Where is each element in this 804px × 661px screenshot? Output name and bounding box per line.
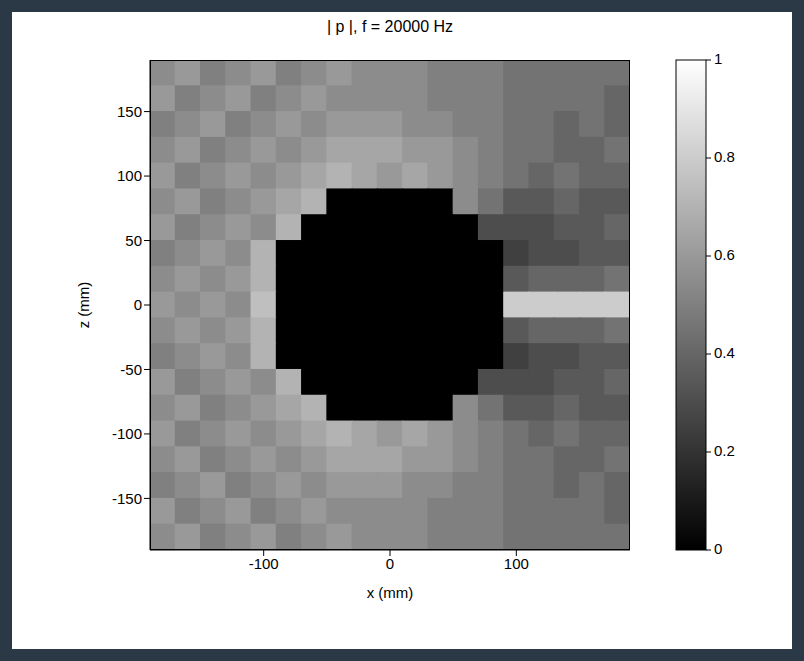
svg-text:0.4: 0.4 <box>714 344 735 361</box>
svg-text:100: 100 <box>504 555 529 572</box>
svg-text:z (mm): z (mm) <box>75 282 92 329</box>
svg-text:50: 50 <box>125 232 142 249</box>
html-text:| p |, f = 20000 Hz: | p |, f = 20000 Hz <box>326 18 454 35</box>
svg-text:150: 150 <box>117 103 142 120</box>
svg-text:0.6: 0.6 <box>714 246 735 263</box>
svg-text:-150: -150 <box>112 490 142 507</box>
svg-text:0: 0 <box>386 555 394 572</box>
svg-text:0: 0 <box>134 296 142 313</box>
svg-text:0: 0 <box>714 540 722 557</box>
svg-text:0.8: 0.8 <box>714 148 735 165</box>
svg-text:-100: -100 <box>112 425 142 442</box>
svg-text:-50: -50 <box>120 361 142 378</box>
svg-text:1: 1 <box>714 50 722 67</box>
svg-text:0.2: 0.2 <box>714 442 735 459</box>
svg-text:100: 100 <box>117 167 142 184</box>
svg-text:-100: -100 <box>249 555 279 572</box>
svg-text:x (mm): x (mm) <box>367 584 414 601</box>
